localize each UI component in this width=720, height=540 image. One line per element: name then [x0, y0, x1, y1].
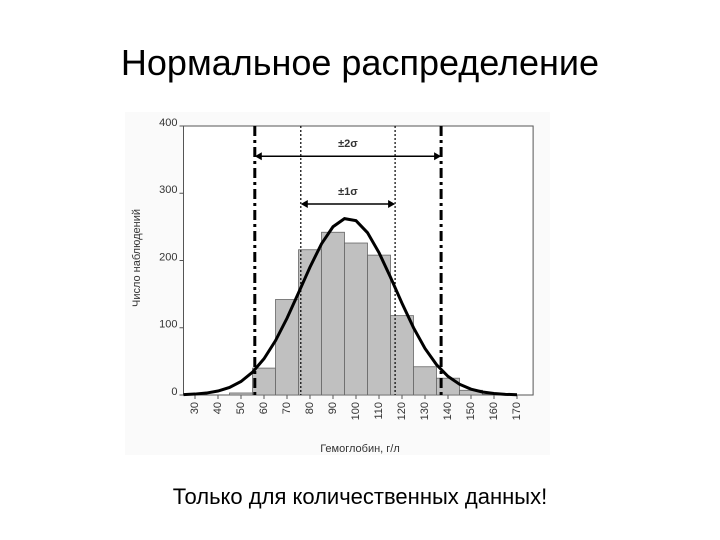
x-tick-label: 110 — [373, 402, 385, 420]
bar — [390, 315, 414, 396]
slide-footer: Только для количественных данных! — [172, 484, 548, 509]
sigma-label: ±2σ — [338, 138, 358, 150]
x-tick-label: 90 — [327, 402, 339, 414]
x-tick-label: 50 — [235, 402, 247, 414]
y-tick-label: 0 — [171, 386, 177, 398]
x-tick-label: 150 — [465, 402, 477, 420]
bar — [321, 231, 345, 396]
x-tick-label: 40 — [212, 402, 224, 414]
x-tick-label: 140 — [442, 402, 454, 420]
y-axis-label: Число наблюдений — [131, 209, 143, 307]
x-tick-label: 170 — [511, 402, 523, 420]
bar — [275, 299, 299, 396]
x-tick-label: 120 — [396, 402, 408, 420]
bar — [298, 249, 322, 396]
sigma-label: ±1σ — [338, 186, 358, 198]
y-tick-label: 300 — [159, 184, 177, 196]
bar — [367, 254, 391, 396]
y-tick-label: 400 — [159, 117, 177, 129]
x-axis-label: Гемоглобин, г/л — [320, 443, 400, 455]
x-tick-label: 70 — [281, 402, 293, 414]
x-tick-label: 30 — [189, 402, 201, 414]
slide-title: Нормальное распределение — [120, 42, 600, 83]
normal-curve — [183, 217, 518, 397]
x-tick-label: 80 — [304, 402, 316, 414]
bar — [413, 366, 437, 396]
bar — [229, 392, 253, 396]
x-tick-label: 160 — [488, 402, 500, 420]
y-tick-label: 100 — [159, 319, 177, 331]
x-tick-label: 100 — [350, 402, 362, 420]
bar — [344, 242, 368, 396]
x-tick-label: 130 — [419, 402, 431, 420]
x-tick-label: 60 — [258, 402, 270, 414]
y-tick-label: 200 — [159, 251, 177, 263]
